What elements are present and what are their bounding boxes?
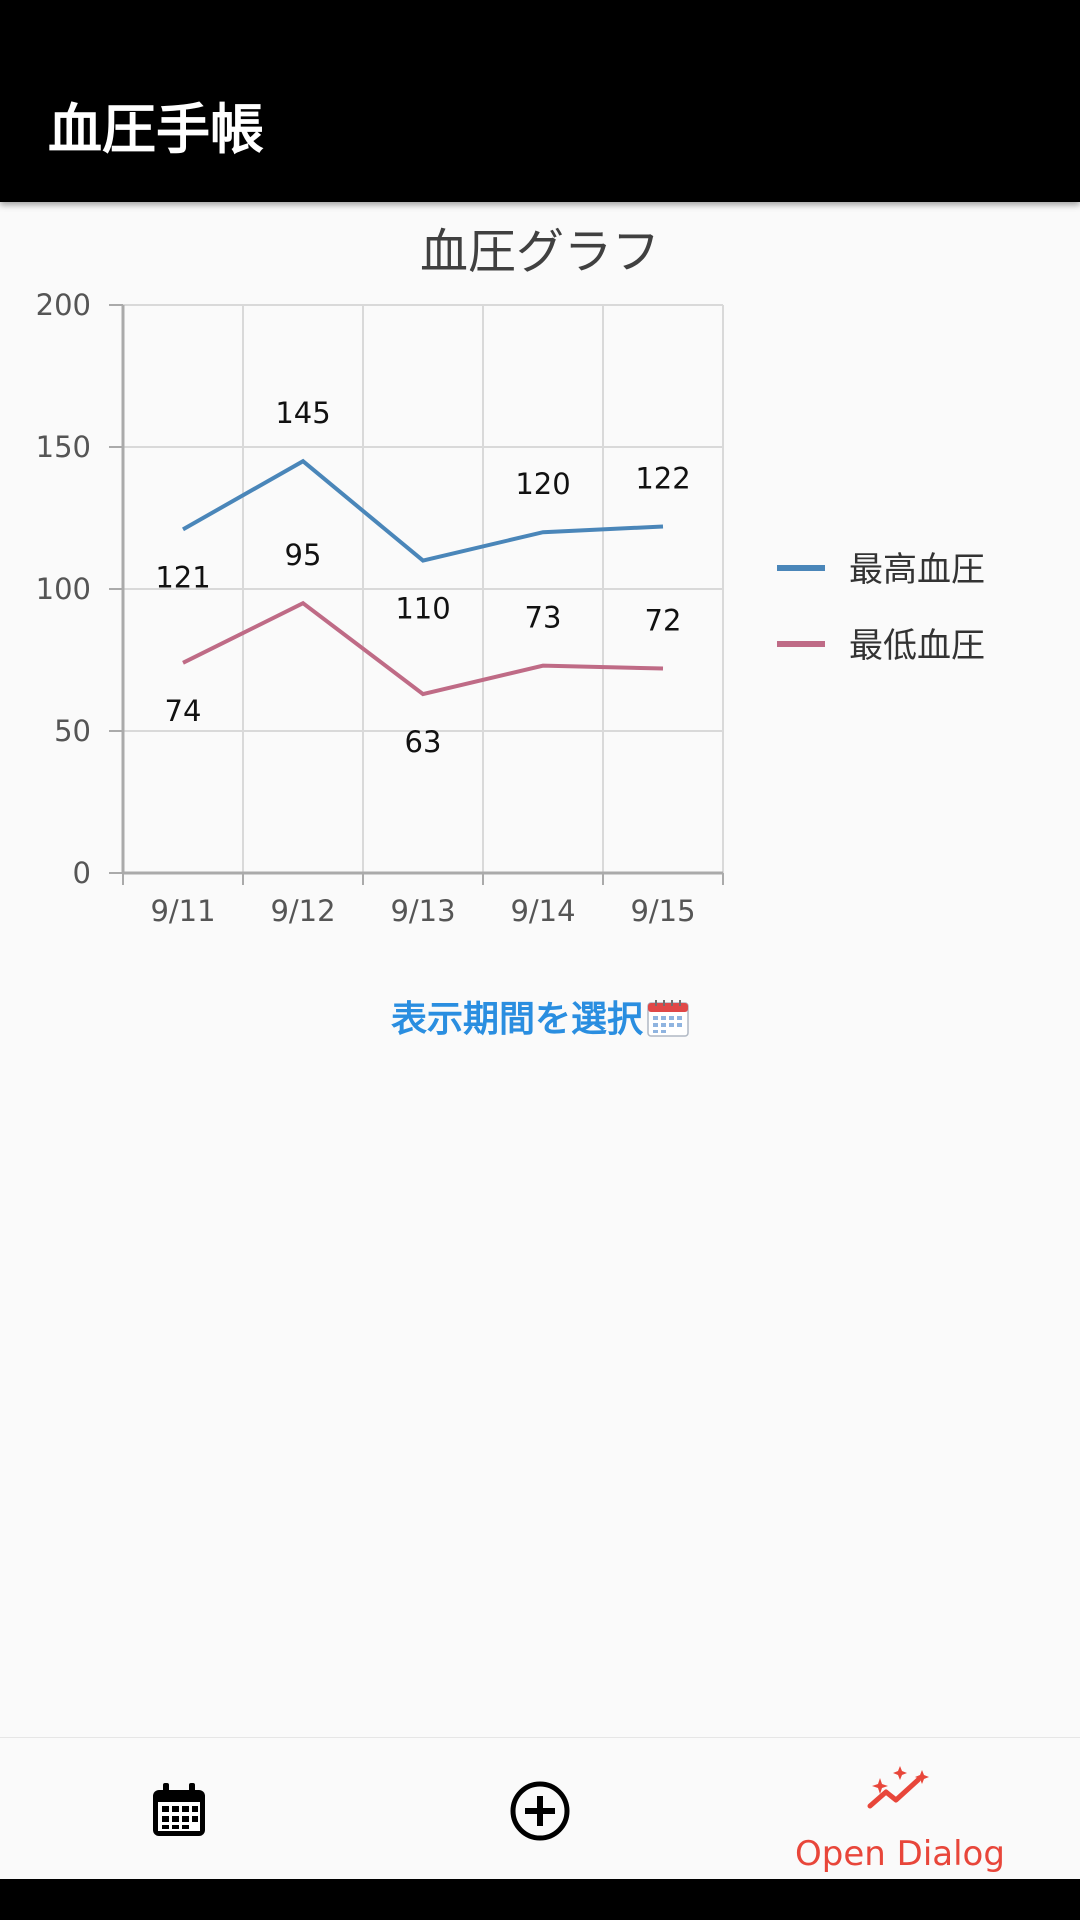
x-tick-label: 9/11	[150, 894, 215, 928]
chart-data-labels: 121 145 110 120 122 74 95 63 73 72	[155, 396, 690, 759]
nav-add[interactable]	[360, 1738, 720, 1880]
nav-open-dialog-label: Open Dialog	[795, 1834, 1005, 1874]
data-label: 120	[515, 467, 570, 501]
app-title: 血圧手帳	[48, 98, 264, 161]
y-tick-label: 100	[36, 572, 91, 606]
series-line-2	[182, 600, 664, 697]
x-tick-label: 9/15	[630, 894, 695, 928]
blood-pressure-chart: 血圧グラフ 0 50 100 150 200 9/11 9/12 9/13 9/14 9/15 1…	[0, 202, 1080, 962]
legend-label-1: 最高血圧	[849, 550, 985, 590]
app-bar: 血圧手帳	[0, 0, 1080, 202]
y-tick-label: 0	[73, 856, 91, 890]
select-period-button[interactable]: 表示期間を選択	[0, 990, 1080, 1050]
bottom-navigation: Open Dialog	[0, 1737, 1080, 1880]
sparkle-trend-icon	[867, 1766, 929, 1809]
system-navigation-bar	[0, 1879, 1080, 1920]
add-circle-icon	[510, 1781, 570, 1841]
chart-series	[182, 458, 664, 697]
data-label: 73	[525, 601, 562, 635]
select-period-label: 表示期間を選択	[390, 999, 643, 1040]
series-line-1	[182, 458, 664, 563]
legend-label-2: 最低血圧	[849, 626, 985, 666]
chart-title: 血圧グラフ	[420, 224, 660, 280]
chart-canvas: 血圧グラフ 0 50 100 150 200 9/11 9/12 9/13 9/14 9/15 1…	[36, 224, 985, 928]
data-label: 121	[155, 560, 210, 594]
calendar-icon	[153, 1783, 205, 1836]
data-label: 110	[395, 592, 450, 626]
data-label: 74	[165, 694, 202, 728]
y-tick-label: 150	[36, 430, 91, 464]
chart-axes: 0 50 100 150 200 9/11 9/12 9/13 9/14 9/15	[36, 288, 724, 928]
calendar-emoji-icon	[647, 1000, 689, 1037]
y-tick-label: 200	[36, 288, 91, 322]
x-tick-label: 9/13	[390, 894, 455, 928]
x-tick-label: 9/12	[270, 894, 335, 928]
data-label: 95	[285, 538, 322, 572]
nav-open-dialog[interactable]: Open Dialog	[720, 1738, 1080, 1880]
chart-grid	[123, 304, 724, 873]
data-label: 63	[405, 725, 442, 759]
x-tick-label: 9/14	[510, 894, 575, 928]
data-label: 145	[275, 396, 330, 430]
data-label: 72	[645, 604, 682, 638]
data-label: 122	[635, 462, 690, 496]
y-tick-label: 50	[54, 714, 91, 748]
nav-calendar[interactable]	[0, 1738, 360, 1880]
